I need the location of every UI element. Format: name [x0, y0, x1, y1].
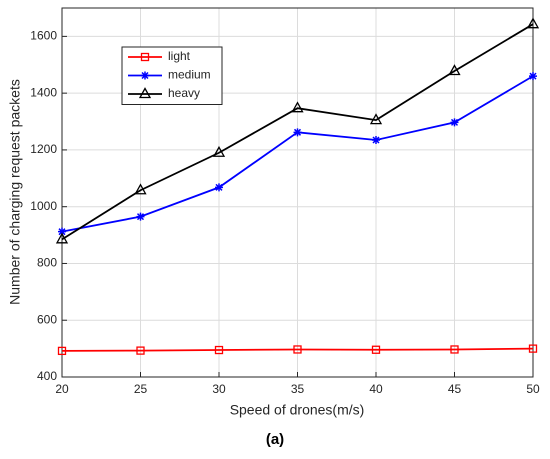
- data-point: [134, 183, 147, 195]
- data-point: [369, 113, 383, 125]
- data-point: [293, 128, 302, 137]
- data-point: [526, 17, 540, 29]
- legend-marker: [140, 52, 150, 62]
- data-point: [372, 135, 380, 144]
- legend: light medium heavy: [121, 46, 223, 105]
- x-tick-label: 20: [55, 382, 69, 396]
- data-point: [57, 346, 67, 356]
- data-line: [61, 23, 534, 241]
- x-tick-label: 35: [291, 382, 305, 396]
- data-point: [291, 101, 304, 113]
- data-point: [58, 227, 66, 236]
- data-point: [212, 145, 226, 157]
- data-point: [528, 344, 538, 353]
- y-tick-label: 600: [37, 312, 57, 326]
- y-axis-label: Number of charging request packets: [7, 79, 23, 305]
- x-tick-label: 50: [526, 382, 540, 396]
- data-point: [448, 64, 461, 76]
- data-point: [293, 345, 302, 354]
- y-tick-label: 1200: [30, 142, 57, 156]
- caption: (a): [266, 431, 284, 448]
- y-tick-label: 1000: [30, 199, 57, 213]
- data-point: [214, 345, 224, 355]
- legend-label: medium: [168, 68, 211, 82]
- legend-marker: [138, 87, 152, 99]
- data-point: [136, 212, 145, 221]
- data-point: [450, 118, 459, 127]
- x-tick-label: 30: [212, 382, 226, 396]
- plot-frame: [61, 7, 534, 378]
- data-line: [61, 347, 534, 352]
- y-tick-label: 800: [37, 256, 57, 270]
- x-tick-label: 40: [369, 382, 383, 396]
- data-point: [371, 345, 381, 354]
- y-tick-label: 400: [37, 369, 57, 383]
- data-point: [55, 232, 69, 244]
- x-axis-label: Speed of drones(m/s): [230, 402, 365, 418]
- data-point: [136, 346, 145, 355]
- data-point: [215, 183, 223, 192]
- data-point: [450, 345, 459, 354]
- x-tick-label: 45: [448, 382, 462, 396]
- y-tick-label: 1400: [30, 85, 57, 99]
- legend-marker: [141, 71, 149, 80]
- y-tick-label: 1600: [30, 29, 57, 43]
- legend-label: heavy: [168, 86, 200, 100]
- legend-label: light: [168, 49, 191, 63]
- x-tick-label: 25: [134, 382, 148, 396]
- data-point: [529, 72, 537, 81]
